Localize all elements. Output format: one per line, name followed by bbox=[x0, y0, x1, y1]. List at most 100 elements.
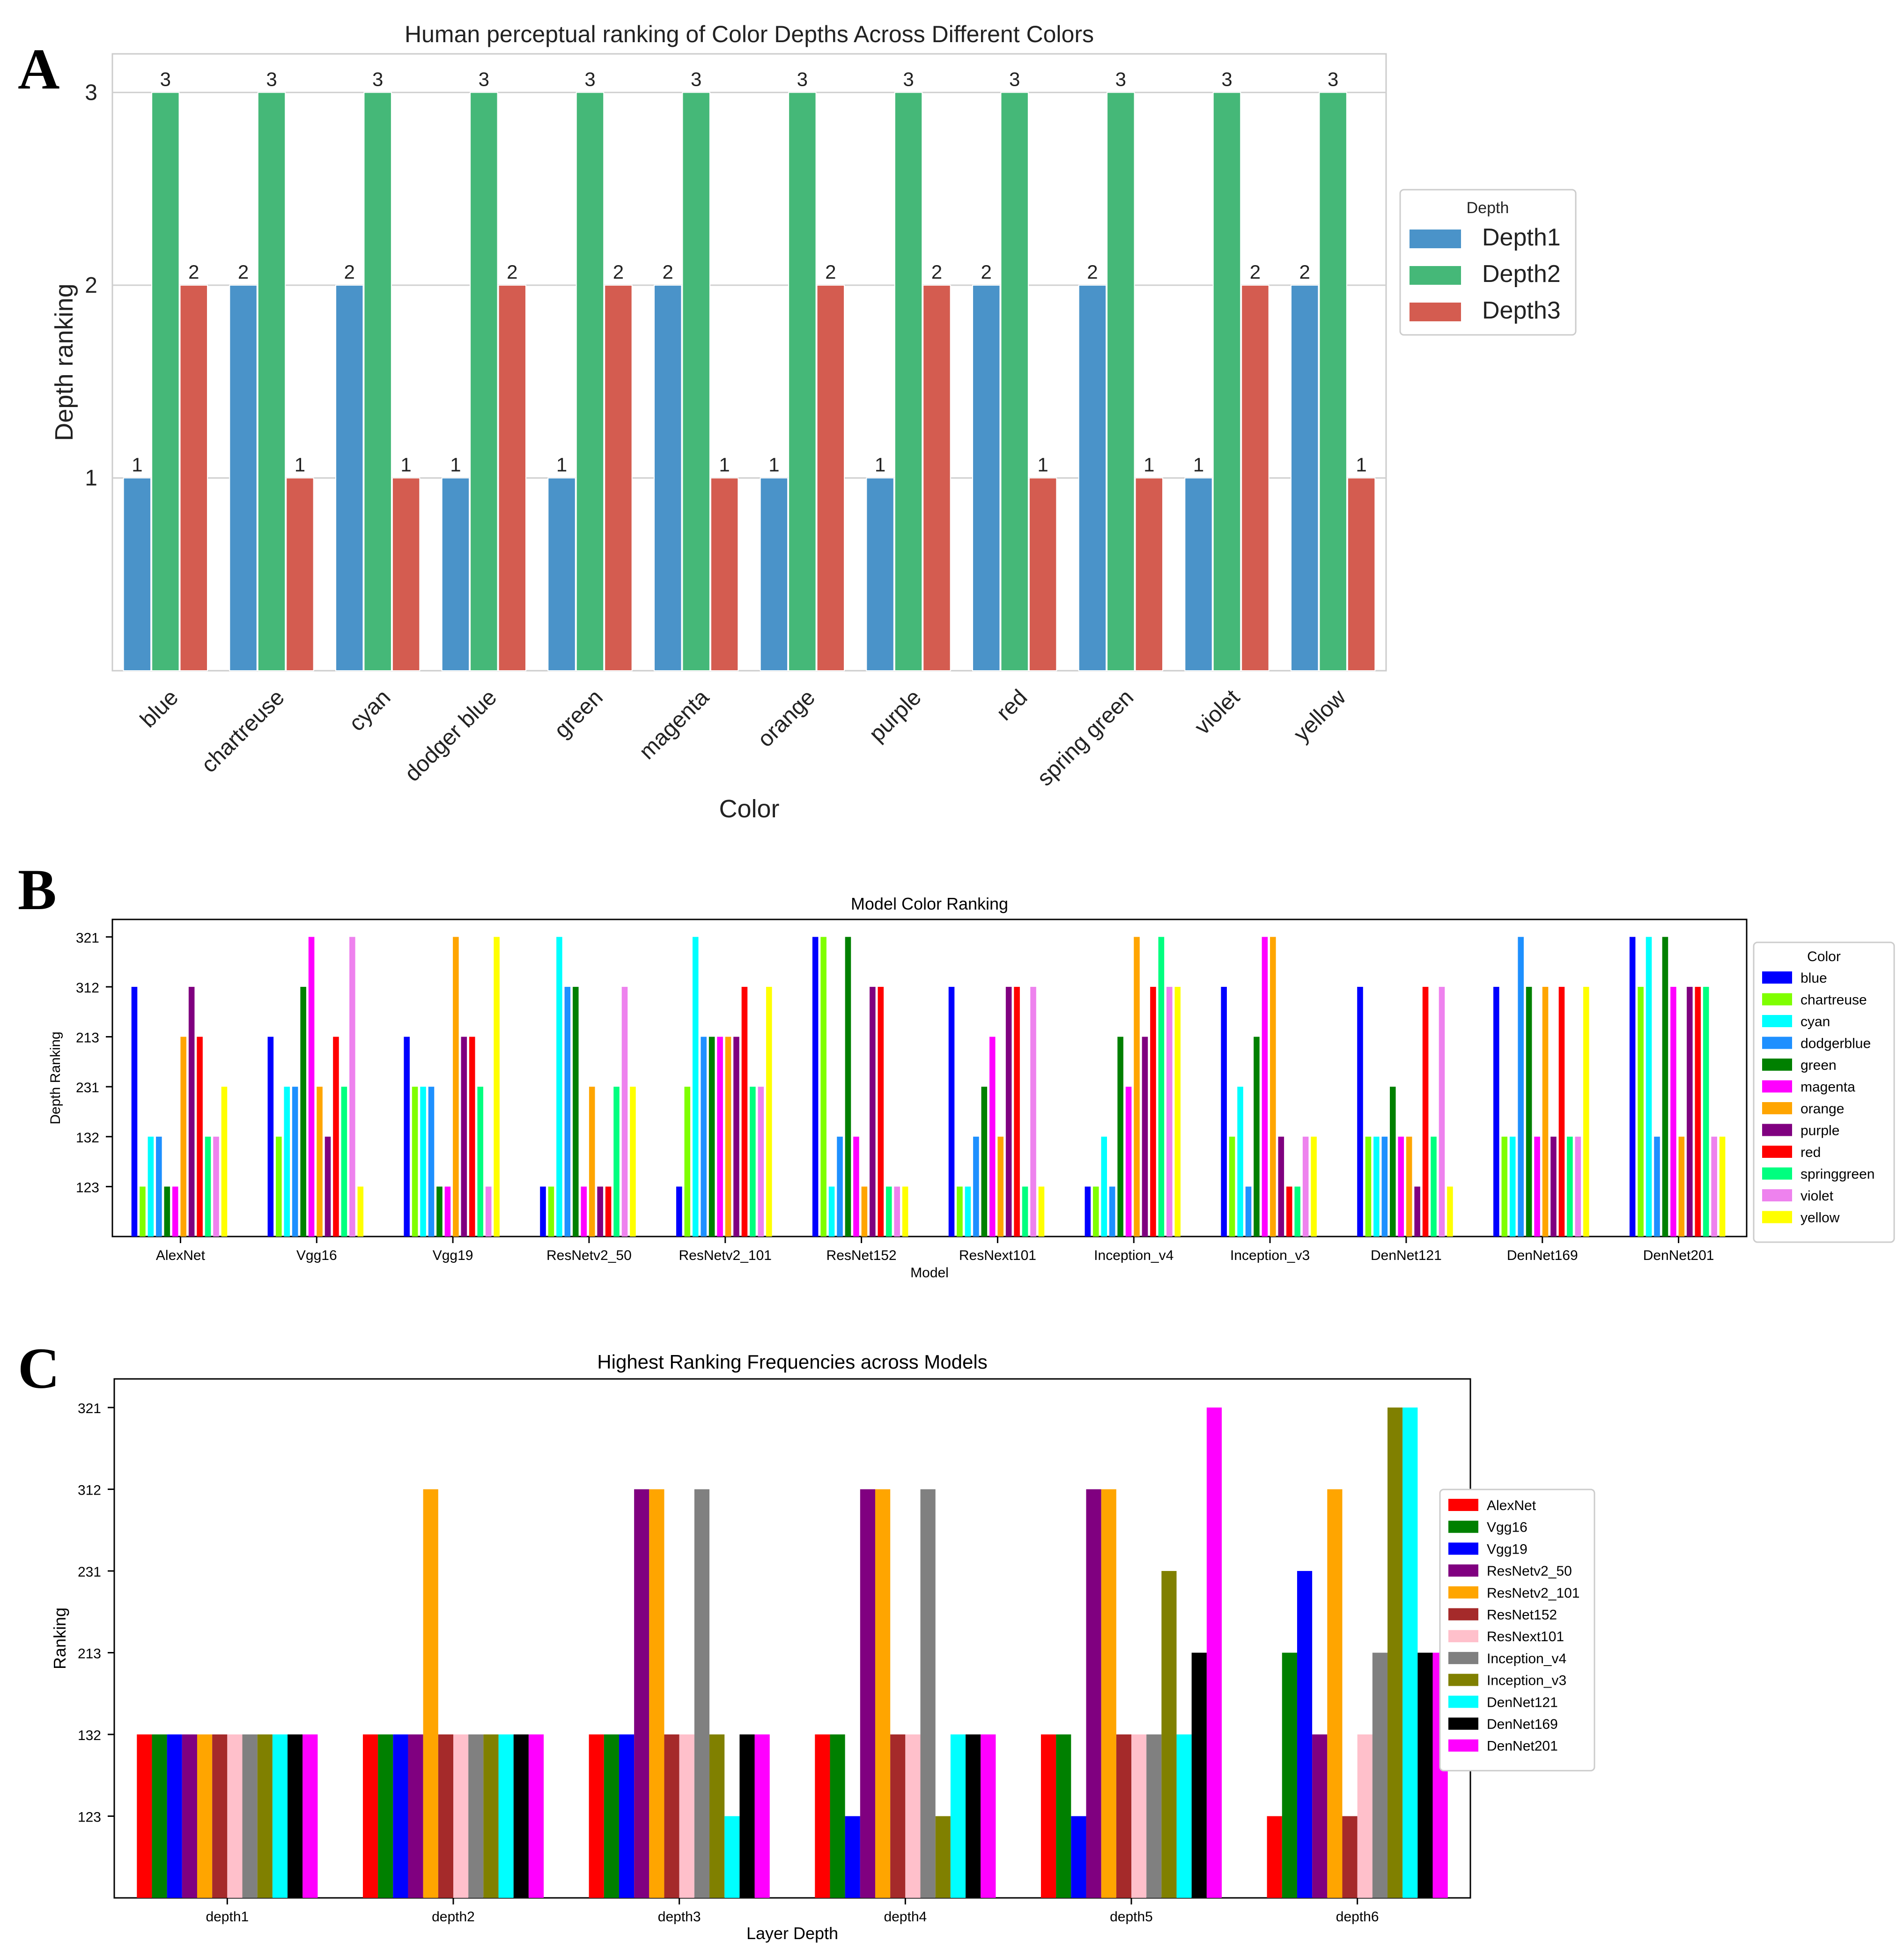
chart-c-xtick-label: depth1 bbox=[206, 1909, 249, 1925]
chart-c-bar-depth3-vgg16 bbox=[604, 1734, 619, 1898]
chart-b-bar-resnext101-springgreen bbox=[1022, 1186, 1028, 1237]
chart-b-bar-inception-v4-chartreuse bbox=[1093, 1186, 1099, 1237]
chart-b-bar-inception-v4-blue bbox=[1085, 1186, 1091, 1237]
chart-b-bar-vgg19-orange bbox=[453, 937, 459, 1237]
chart-b-xtick-label: Vgg16 bbox=[296, 1248, 337, 1263]
chart-b-bar-alexnet-red bbox=[197, 1037, 203, 1237]
chart-a-bar-cyan-depth1 bbox=[335, 284, 364, 671]
chart-b-bar-inception-v4-green bbox=[1117, 1037, 1123, 1237]
chart-c-bar-depth5-inception-v4 bbox=[1146, 1734, 1162, 1898]
chart-b-bar-dennet169-green bbox=[1526, 986, 1532, 1237]
chart-a-bar-magenta-depth2 bbox=[682, 92, 710, 671]
chart-a-bar-red-depth1 bbox=[972, 284, 1001, 671]
chart-c-legend-swatch-inception-v3 bbox=[1448, 1674, 1478, 1686]
chart-b-bar-alexnet-blue bbox=[131, 986, 138, 1237]
chart-c-legend-swatch-vgg16 bbox=[1448, 1520, 1478, 1533]
chart-b-bar-vgg19-cyan bbox=[420, 1087, 426, 1237]
chart-b-legend-label-purple: purple bbox=[1801, 1123, 1839, 1139]
chart-b-xtick-label: DenNet121 bbox=[1371, 1248, 1442, 1263]
chart-b-bar-resnetv2-50-cyan bbox=[556, 937, 562, 1237]
chart-b-legend-swatch-purple bbox=[1762, 1124, 1792, 1136]
chart-a-bar-cyan-depth2 bbox=[363, 92, 392, 671]
chart-a-xlabel: Color bbox=[719, 795, 779, 823]
chart-a-data-label: 3 bbox=[1328, 68, 1338, 90]
chart-b-bar-dennet121-orange bbox=[1406, 1136, 1412, 1237]
chart-b-bar-vgg19-yellow bbox=[494, 937, 500, 1237]
chart-b-bar-resnext101-magenta bbox=[989, 1037, 996, 1237]
chart-c-bar-depth1-dennet121 bbox=[272, 1734, 288, 1898]
chart-c-bar-depth3-alexnet bbox=[589, 1734, 604, 1898]
chart-a-data-label: 1 bbox=[295, 453, 305, 475]
chart-a-plot-area bbox=[111, 53, 1387, 672]
chart-c-legend-swatch-resnetv2-101 bbox=[1448, 1586, 1478, 1599]
chart-b-plot-area bbox=[111, 918, 1748, 1237]
chart-a-data-label: 1 bbox=[132, 453, 142, 475]
chart-c-bar-depth1-vgg16 bbox=[152, 1734, 167, 1898]
chart-b-bar-resnetv2-50-orange bbox=[589, 1087, 595, 1237]
chart-c-ytick-label: 321 bbox=[78, 1401, 101, 1416]
chart-a: 1 2 3 1 3 2 blue 2 3 1 chartreuse 2 3 1 cyan 1 3 2 dodger … bbox=[50, 21, 1577, 823]
chart-c-legend-label-dennet169: DenNet169 bbox=[1487, 1717, 1558, 1732]
chart-b-xtick-label: DenNet169 bbox=[1507, 1248, 1578, 1263]
chart-b-bar-vgg16-purple bbox=[325, 1136, 331, 1237]
chart-b-legend-label-magenta: magenta bbox=[1801, 1080, 1855, 1095]
chart-a-bar-yellow-depth1 bbox=[1291, 284, 1319, 671]
chart-b-bar-dennet121-purple bbox=[1414, 1186, 1420, 1237]
chart-a-data-label: 2 bbox=[1087, 261, 1098, 283]
chart-a-data-label: 2 bbox=[238, 261, 249, 283]
chart-c-bar-depth5-resnext101 bbox=[1131, 1734, 1147, 1898]
chart-b-bar-resnetv2-101-green bbox=[708, 1037, 715, 1237]
chart-b-ytick-label: 312 bbox=[76, 980, 99, 996]
chart-b-bar-inception-v4-magenta bbox=[1125, 1087, 1132, 1237]
chart-b-bar-dennet169-magenta bbox=[1534, 1136, 1540, 1237]
chart-a-bar-magenta-depth3 bbox=[710, 477, 739, 671]
chart-c-bar-depth1-dennet201 bbox=[303, 1734, 318, 1898]
chart-b-bar-dennet201-green bbox=[1662, 937, 1668, 1237]
chart-b-bar-resnetv2-101-yellow bbox=[766, 986, 772, 1237]
chart-b-bar-inception-v3-chartreuse bbox=[1229, 1136, 1235, 1237]
chart-b-bar-dennet121-magenta bbox=[1398, 1136, 1404, 1237]
chart-a-bar-spring-green-depth3 bbox=[1135, 477, 1164, 671]
chart-b-legend-label-yellow: yellow bbox=[1801, 1210, 1840, 1226]
chart-b-legend: Color blue chartreuse cyan dodgerblue green ma… bbox=[1753, 941, 1895, 1243]
chart-a-data-label: 3 bbox=[160, 68, 171, 90]
chart-b-xlabel: Model bbox=[910, 1265, 949, 1281]
chart-c-bar-depth1-resnet152 bbox=[212, 1734, 228, 1898]
chart-a-bar-chartreuse-depth3 bbox=[286, 477, 314, 671]
chart-b-xtick-label: Vgg19 bbox=[433, 1248, 473, 1263]
chart-b-bar-resnetv2-50-red bbox=[605, 1186, 612, 1237]
chart-c-bar-depth5-dennet201 bbox=[1206, 1407, 1222, 1898]
chart-b-bar-resnetv2-50-blue bbox=[540, 1186, 546, 1237]
chart-b-bar-dennet169-dodgerblue bbox=[1518, 937, 1524, 1237]
chart-b-bar-resnet152-red bbox=[878, 986, 884, 1237]
chart-c-bar-depth2-dennet169 bbox=[513, 1734, 529, 1898]
chart-b-bar-inception-v3-springgreen bbox=[1294, 1186, 1300, 1237]
chart-c-bar-depth3-resnet152 bbox=[664, 1734, 679, 1898]
chart-b-legend-label-chartreuse: chartreuse bbox=[1801, 993, 1867, 1008]
chart-a-xtick-label: dodger blue bbox=[400, 685, 502, 786]
chart-a-bar-red-depth3 bbox=[1028, 477, 1057, 671]
chart-b-bar-resnetv2-101-dodgerblue bbox=[701, 1037, 707, 1237]
chart-a-ytick-label: 3 bbox=[85, 80, 97, 105]
chart-a-xtick-label: chartreuse bbox=[197, 685, 289, 778]
chart-b-bar-resnet152-magenta bbox=[853, 1136, 859, 1237]
chart-b-bar-alexnet-dodgerblue bbox=[156, 1136, 162, 1237]
chart-b-bar-dennet201-blue bbox=[1629, 937, 1636, 1237]
chart-b-xtick-label: ResNext101 bbox=[959, 1248, 1036, 1263]
chart-b-bar-alexnet-springgreen bbox=[205, 1136, 211, 1237]
chart-b-xtick-label: ResNet152 bbox=[827, 1248, 897, 1263]
chart-b-bar-resnext101-blue bbox=[948, 986, 955, 1237]
chart-c-legend-label-inception-v3: Inception_v3 bbox=[1487, 1673, 1566, 1689]
chart-b-bar-dennet201-springgreen bbox=[1703, 986, 1709, 1237]
chart-b-bar-inception-v4-dodgerblue bbox=[1109, 1186, 1115, 1237]
chart-a-bar-chartreuse-depth2 bbox=[257, 92, 286, 671]
chart-b-legend-label-violet: violet bbox=[1801, 1188, 1834, 1204]
chart-a-data-label: 1 bbox=[1037, 453, 1048, 475]
chart-c-bar-depth2-inception-v4 bbox=[468, 1734, 484, 1898]
chart-b-bar-alexnet-violet bbox=[213, 1136, 219, 1237]
chart-b-bar-resnetv2-50-dodgerblue bbox=[564, 986, 571, 1237]
chart-a-data-label: 1 bbox=[1144, 453, 1154, 475]
chart-b-bar-vgg19-red bbox=[469, 1037, 475, 1237]
chart-a-bar-spring-green-depth1 bbox=[1078, 284, 1107, 671]
